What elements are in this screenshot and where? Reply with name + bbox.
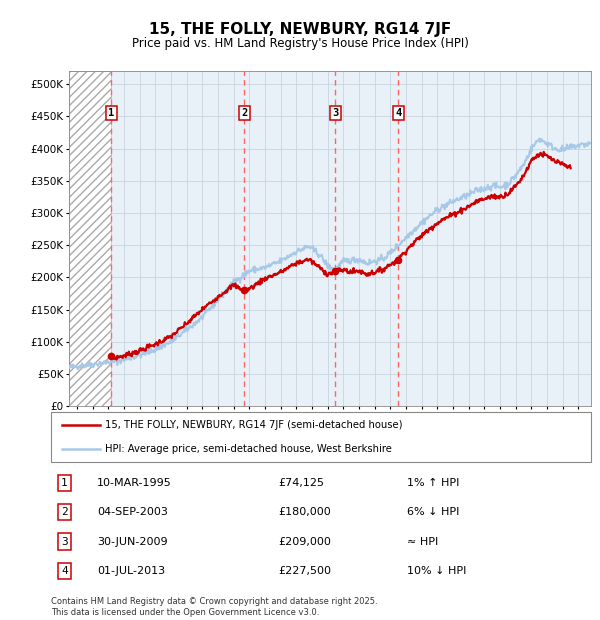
Text: 1: 1 — [108, 108, 114, 118]
Text: 1: 1 — [61, 477, 68, 488]
Text: 4: 4 — [395, 108, 401, 118]
Text: 2: 2 — [61, 507, 68, 517]
Text: £209,000: £209,000 — [278, 536, 331, 547]
Text: HPI: Average price, semi-detached house, West Berkshire: HPI: Average price, semi-detached house,… — [105, 444, 392, 454]
Text: £227,500: £227,500 — [278, 566, 331, 576]
Bar — [69, 71, 111, 406]
Text: 15, THE FOLLY, NEWBURY, RG14 7JF: 15, THE FOLLY, NEWBURY, RG14 7JF — [149, 22, 451, 37]
Text: Price paid vs. HM Land Registry's House Price Index (HPI): Price paid vs. HM Land Registry's House … — [131, 37, 469, 50]
Text: 4: 4 — [61, 566, 68, 576]
Text: 04-SEP-2003: 04-SEP-2003 — [97, 507, 168, 517]
Text: 10-MAR-1995: 10-MAR-1995 — [97, 477, 172, 488]
Text: 1% ↑ HPI: 1% ↑ HPI — [407, 477, 460, 488]
Text: 3: 3 — [61, 536, 68, 547]
Text: 30-JUN-2009: 30-JUN-2009 — [97, 536, 167, 547]
Text: ≈ HPI: ≈ HPI — [407, 536, 439, 547]
Text: 15, THE FOLLY, NEWBURY, RG14 7JF (semi-detached house): 15, THE FOLLY, NEWBURY, RG14 7JF (semi-d… — [105, 420, 403, 430]
Text: 01-JUL-2013: 01-JUL-2013 — [97, 566, 165, 576]
Text: £180,000: £180,000 — [278, 507, 331, 517]
Text: Contains HM Land Registry data © Crown copyright and database right 2025.
This d: Contains HM Land Registry data © Crown c… — [51, 598, 377, 617]
Text: 6% ↓ HPI: 6% ↓ HPI — [407, 507, 460, 517]
FancyBboxPatch shape — [51, 412, 591, 462]
Text: 10% ↓ HPI: 10% ↓ HPI — [407, 566, 467, 576]
Text: 3: 3 — [332, 108, 338, 118]
Text: 2: 2 — [241, 108, 247, 118]
Text: £74,125: £74,125 — [278, 477, 324, 488]
